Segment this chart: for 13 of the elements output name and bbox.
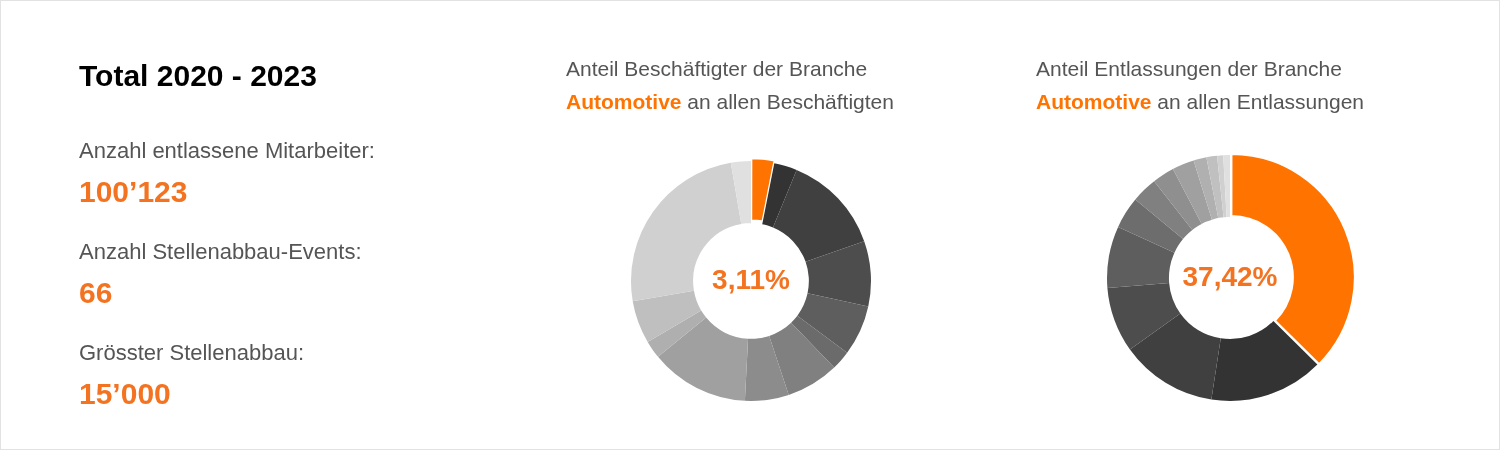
text: 100’123: [79, 174, 189, 210]
text: 66: [79, 275, 114, 311]
text: 3,11%: [712, 263, 791, 295]
chart-subtitle: Automotive an allen Beschäftigten: [566, 89, 894, 115]
text: Total 2020 - 2023: [79, 58, 318, 94]
text: Grösster Stellenabbau:: [79, 339, 306, 367]
text: 15’000: [79, 376, 172, 412]
text: Anzahl Stellenabbau-Events:: [79, 238, 363, 266]
text: 37,42%: [1182, 260, 1278, 292]
chart-subtitle: Automotive an allen Entlassungen: [1036, 89, 1364, 115]
chart-title: Anteil Beschäftigter der Branche: [566, 56, 869, 82]
chart-title: Anteil Entlassungen der Branche: [1036, 56, 1343, 82]
text: Anzahl entlassene Mitarbeiter:: [79, 137, 375, 165]
